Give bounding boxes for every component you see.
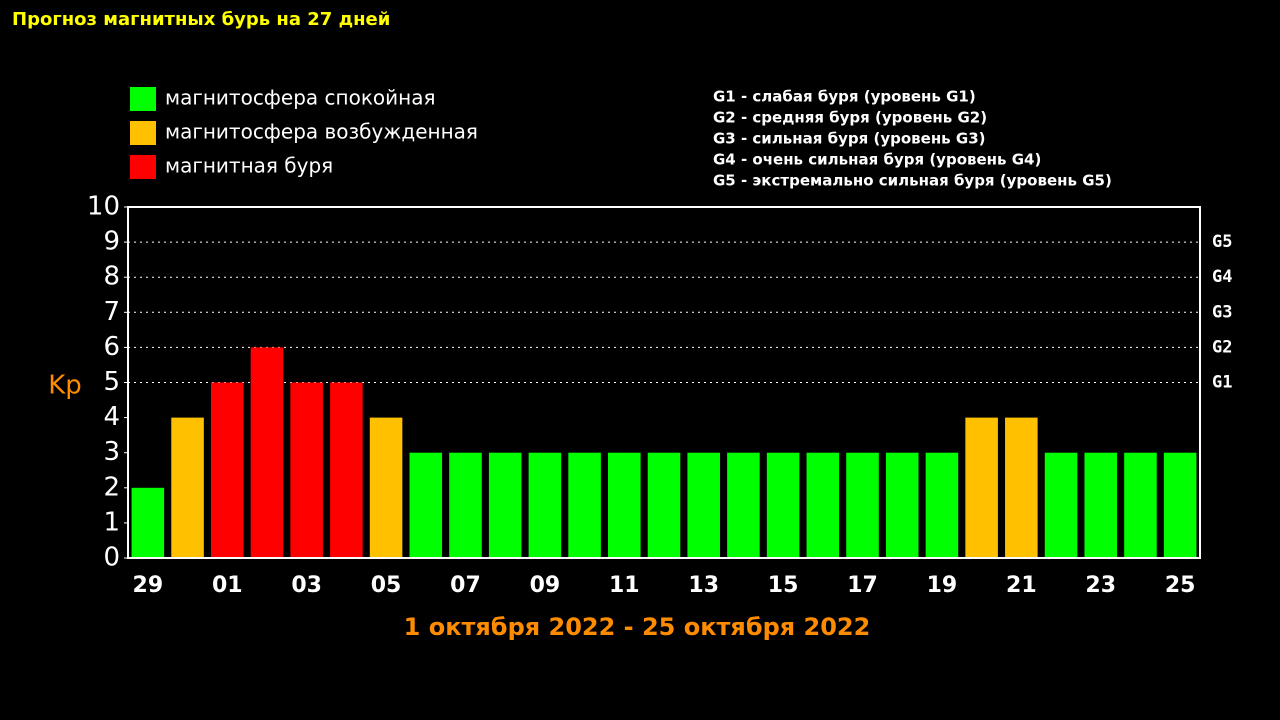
x-tick-label: 25 (1165, 573, 1196, 598)
y2-tick-label: G3 (1212, 302, 1232, 322)
x-tick-label: 23 (1085, 573, 1116, 598)
bar (210, 382, 244, 558)
x-axis-label: 1 октября 2022 - 25 октября 2022 (404, 613, 871, 641)
legend-label: магнитная буря (165, 154, 333, 178)
bar (846, 452, 879, 558)
bar (965, 417, 998, 558)
bar (1005, 417, 1038, 558)
x-tick-label: 19 (927, 573, 958, 598)
storm-level-note: G4 - очень сильная буря (уровень G4) (713, 151, 1041, 169)
x-tick-label: 29 (133, 573, 164, 598)
y2-tick-label: G4 (1212, 267, 1232, 287)
bar (766, 452, 800, 558)
bar (885, 452, 919, 558)
y-tick-label: 9 (103, 227, 120, 257)
bar (568, 452, 601, 558)
bar (409, 452, 443, 558)
bar (727, 452, 760, 558)
bar (171, 417, 204, 558)
x-tick-label: 11 (609, 573, 640, 598)
legend-swatch (130, 87, 156, 111)
y-tick-label: 8 (103, 262, 120, 292)
y-tick-label: 0 (103, 543, 120, 573)
x-tick-label: 07 (450, 573, 481, 598)
x-tick-label: 09 (530, 573, 561, 598)
y-axis-label: Kp (48, 371, 82, 401)
y-tick-label: 6 (103, 332, 120, 362)
x-tick-label: 17 (847, 573, 878, 598)
bar (1044, 452, 1078, 558)
legend-label: магнитосфера спокойная (165, 86, 436, 110)
y-tick-label: 4 (103, 402, 120, 432)
storm-level-note: G3 - сильная буря (уровень G3) (713, 130, 986, 148)
x-tick-label: 01 (212, 573, 243, 598)
legend-swatch (130, 121, 156, 145)
bar (528, 452, 562, 558)
bar (687, 452, 720, 558)
x-tick-label: 13 (688, 573, 719, 598)
legend-label: магнитосфера возбужденная (165, 120, 478, 144)
y-tick-label: 1 (103, 507, 120, 537)
y-tick-label: 3 (103, 437, 120, 467)
y2-tick-label: G1 (1212, 373, 1232, 393)
storm-level-note: G2 - средняя буря (уровень G2) (713, 109, 987, 127)
x-tick-label: 21 (1006, 573, 1037, 598)
y-tick-label: 2 (103, 472, 120, 502)
bar (925, 452, 959, 558)
bar (608, 452, 641, 558)
plot-frame (127, 206, 1201, 559)
chart-title: Прогноз магнитных бурь на 27 дней (12, 9, 390, 30)
y-tick-label: 10 (87, 192, 120, 222)
bar (449, 452, 482, 558)
bar (369, 417, 403, 558)
bar (131, 487, 165, 558)
legend-swatch (130, 155, 156, 179)
bar (1084, 452, 1118, 558)
storm-level-note: G5 - экстремально сильная буря (уровень … (713, 172, 1112, 190)
y-tick-label: 7 (103, 297, 120, 327)
bar (488, 452, 522, 558)
bar (1124, 452, 1157, 558)
y2-tick-label: G5 (1212, 232, 1232, 252)
x-tick-label: 15 (768, 573, 799, 598)
bar (290, 382, 323, 558)
bar (1163, 452, 1197, 558)
x-tick-label: 05 (371, 573, 402, 598)
y-tick-label: 5 (103, 367, 120, 397)
bar (330, 382, 363, 558)
bar (806, 452, 840, 558)
y2-tick-label: G2 (1212, 337, 1232, 357)
bar (250, 347, 284, 558)
x-tick-label: 03 (291, 573, 322, 598)
storm-level-note: G1 - слабая буря (уровень G1) (713, 88, 976, 106)
bar (647, 452, 681, 558)
